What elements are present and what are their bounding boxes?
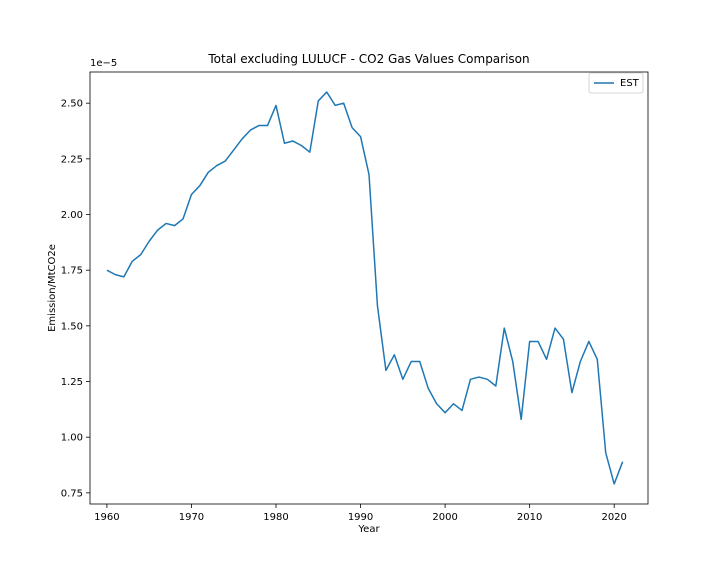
x-tick-label: 1980 xyxy=(263,512,288,523)
x-tick-label: 2010 xyxy=(517,512,542,523)
x-axis: 1960 1970 1980 1990 2000 2010 2020 xyxy=(94,504,627,523)
plot-frame xyxy=(89,71,649,505)
legend-box xyxy=(588,72,644,94)
x-axis-label: Year xyxy=(357,524,380,535)
x-tick-label: 1970 xyxy=(179,512,204,523)
y-tick-label: 1.50 xyxy=(61,321,83,332)
y-axis-offset-label: 1e−5 xyxy=(90,58,117,69)
legend-label-est: EST xyxy=(620,78,640,89)
x-tick-label: 2000 xyxy=(432,512,457,523)
y-tick-label: 1.75 xyxy=(61,266,83,277)
y-tick-label: 1.25 xyxy=(61,377,83,388)
y-axis: 0.75 1.00 1.25 1.50 1.75 2.00 2.25 2.50 xyxy=(61,99,90,499)
plot-area: 1960 1970 1980 1990 2000 2010 2020 0.75 1.00 1.2… xyxy=(61,71,649,523)
y-tick-label: 1.00 xyxy=(61,433,83,444)
series-line-est xyxy=(106,91,624,485)
x-tick-label: 1990 xyxy=(348,512,373,523)
y-axis-label: Emission/MtCO2e xyxy=(47,244,58,332)
y-tick-label: 2.50 xyxy=(61,99,83,110)
y-tick-label: 2.00 xyxy=(61,210,83,221)
x-tick-label: 1960 xyxy=(94,512,119,523)
chart-title: Total excluding LULUCF - CO2 Gas Values … xyxy=(207,52,529,66)
x-tick-label: 2020 xyxy=(601,512,626,523)
y-tick-label: 0.75 xyxy=(61,488,83,499)
legend: EST xyxy=(588,72,644,94)
y-tick-label: 2.25 xyxy=(61,154,83,165)
